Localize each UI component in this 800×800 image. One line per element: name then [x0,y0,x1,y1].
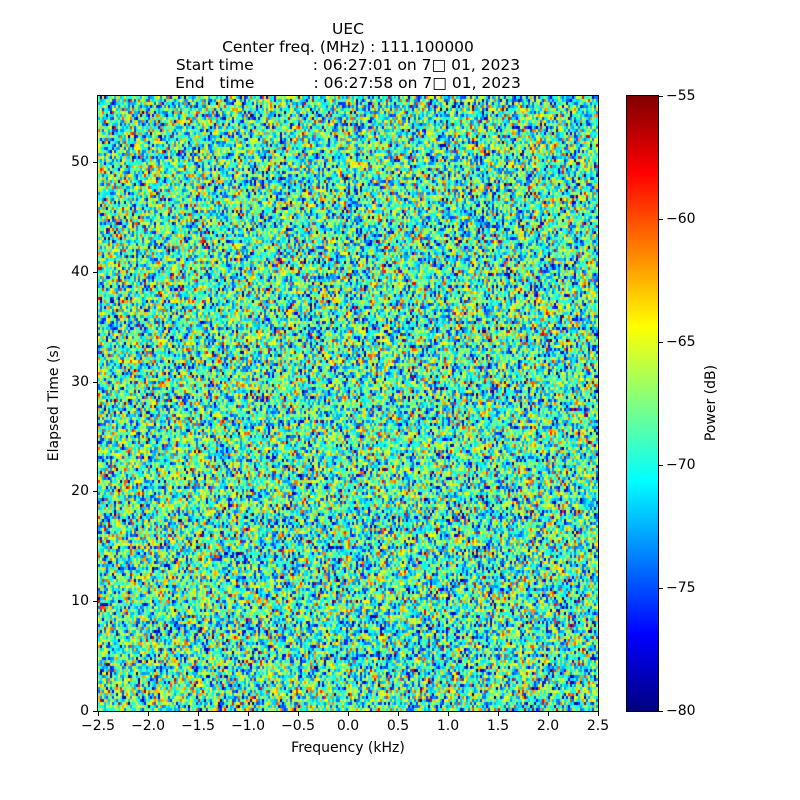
x-tick-label: −1.5 [181,718,215,734]
y-tick-label: 20 [71,483,89,500]
colorbar-tick-mark [659,219,663,220]
x-tick-mark [448,712,449,716]
x-tick-label: 1.0 [436,718,460,734]
x-tick-mark [298,712,299,716]
x-tick-mark [148,712,149,716]
colorbar-tick-label: −75 [666,580,696,596]
y-tick-mark [93,161,97,163]
x-tick-label: −2.0 [131,718,165,734]
y-tick-label: 30 [71,373,89,390]
colorbar-tick-label: −80 [666,703,696,719]
y-tick-mark [93,381,97,383]
x-tick-mark [498,712,499,716]
x-tick-label: −1.0 [231,718,265,734]
y-tick-label: 40 [71,263,89,280]
x-tick-label: 2.0 [536,718,560,734]
x-tick-mark [398,712,399,716]
y-tick-mark [93,491,97,493]
x-tick-label: −0.5 [281,718,315,734]
colorbar-tick-mark [659,711,663,712]
x-tick-label: 0.5 [386,718,410,734]
x-tick-label: −2.5 [81,718,115,734]
x-tick-mark [98,712,99,716]
x-tick-mark [348,712,349,716]
colorbar-tick-label: −55 [666,88,696,104]
x-tick-mark [248,712,249,716]
colorbar-tick-mark [659,96,663,97]
y-tick-mark [93,711,97,712]
y-axis-label: Elapsed Time (s) [46,344,62,462]
x-axis-label: Frequency (kHz) [291,740,405,756]
y-tick-mark [93,601,97,603]
chart-title-block: UEC Center freq. (MHz) : 111.100000 Star… [98,20,598,92]
colorbar-tick-mark [659,342,663,343]
colorbar-tick-mark [659,465,663,466]
colorbar [626,95,659,712]
x-tick-label: 2.5 [586,718,610,734]
y-tick-mark [93,271,97,273]
colorbar-tick-label: −70 [666,457,696,473]
chart-subtitle-end-time: End time : 06:27:58 on 7□ 01, 2023 [175,74,521,92]
y-tick-label: 0 [80,703,89,719]
chart-subtitle-start-time: Start time : 06:27:01 on 7□ 01, 2023 [175,56,521,74]
colorbar-tick-label: −65 [666,334,696,350]
x-tick-label: 0.0 [336,718,360,734]
x-tick-mark [198,712,199,716]
y-tick-label: 10 [71,593,89,610]
colorbar-label: Power (dB) [703,364,719,442]
x-tick-label: 1.5 [486,718,510,734]
plot-area [97,95,599,712]
y-tick-label: 50 [71,153,89,170]
chart-title: UEC [332,20,364,38]
x-tick-mark [548,712,549,716]
colorbar-tick-mark [659,588,663,589]
x-tick-mark [598,712,599,716]
colorbar-tick-label: −60 [666,211,696,227]
spectrogram-image [98,96,598,711]
chart-subtitle-center-freq: Center freq. (MHz) : 111.100000 [222,38,474,56]
